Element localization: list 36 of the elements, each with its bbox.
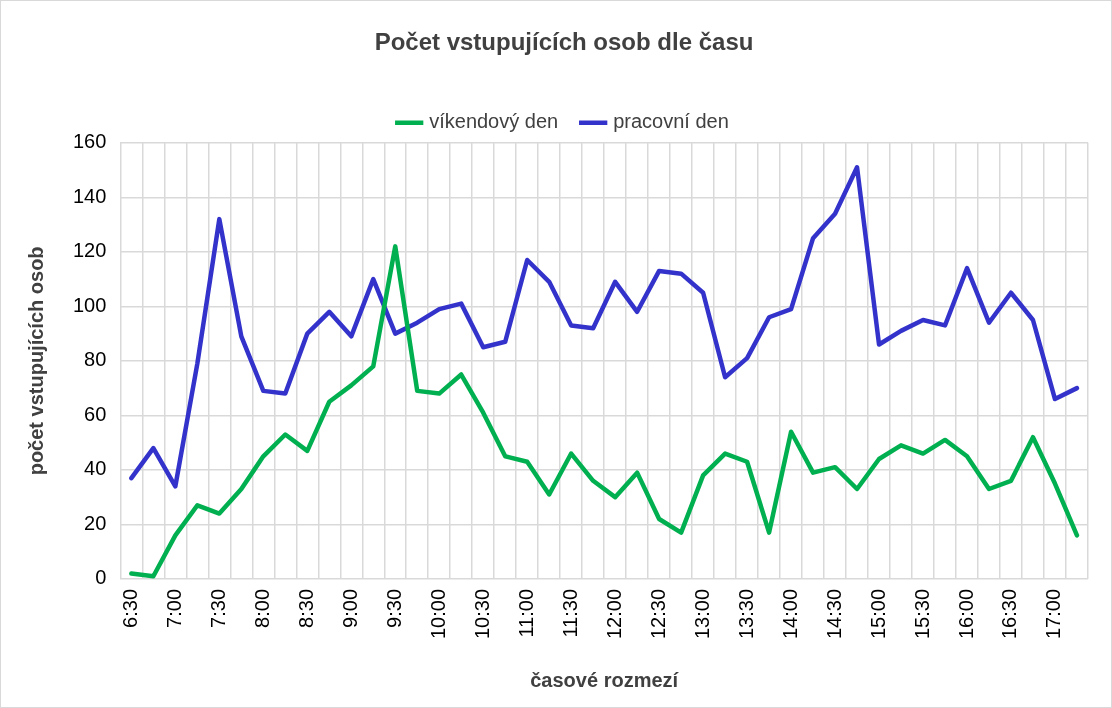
x-tick-label: 9:30 [382,588,405,628]
y-tick-label: 100 [72,293,107,316]
x-tick-label: 15:30 [910,588,933,640]
y-tick-label: 0 [95,566,107,589]
y-tick-label: 60 [84,402,107,425]
y-tick-label: 140 [72,184,107,207]
legend-label: pracovní den [613,110,729,133]
y-tick-label: 20 [84,511,107,534]
x-tick-label: 14:30 [822,588,845,640]
y-tick-label: 40 [84,457,107,480]
x-tick-label: 13:00 [690,588,713,640]
y-axis-title: počet vstupujících osob [24,246,47,476]
x-tick-label: 12:30 [646,588,669,640]
x-tick-label: 7:30 [206,588,229,628]
chart-title: Počet vstupujících osob dle času [374,28,754,56]
x-tick-label: 12:00 [602,588,625,640]
x-axis-title: časové rozmezí [530,668,680,691]
x-tick-label: 10:00 [426,588,449,640]
x-tick-label: 9:00 [338,588,361,628]
x-tick-label: 8:30 [294,588,317,628]
y-tick-label: 80 [84,348,107,371]
x-tick-label: 14:00 [778,588,801,640]
x-tick-label: 13:30 [734,588,757,640]
x-tick-label: 17:00 [1042,588,1065,640]
x-tick-label: 7:00 [162,588,185,628]
y-tick-label: 160 [72,130,107,153]
x-tick-label: 10:30 [470,588,493,640]
x-tick-label: 8:00 [250,588,273,628]
x-tick-label: 6:30 [118,588,141,628]
legend-label: víkendový den [429,110,559,133]
x-tick-label: 15:00 [866,588,889,640]
y-tick-label: 120 [72,239,107,262]
x-tick-label: 16:00 [954,588,977,640]
x-tick-label: 16:30 [998,588,1021,640]
x-tick-label: 11:00 [514,588,537,638]
x-tick-label: 11:30 [558,588,581,638]
